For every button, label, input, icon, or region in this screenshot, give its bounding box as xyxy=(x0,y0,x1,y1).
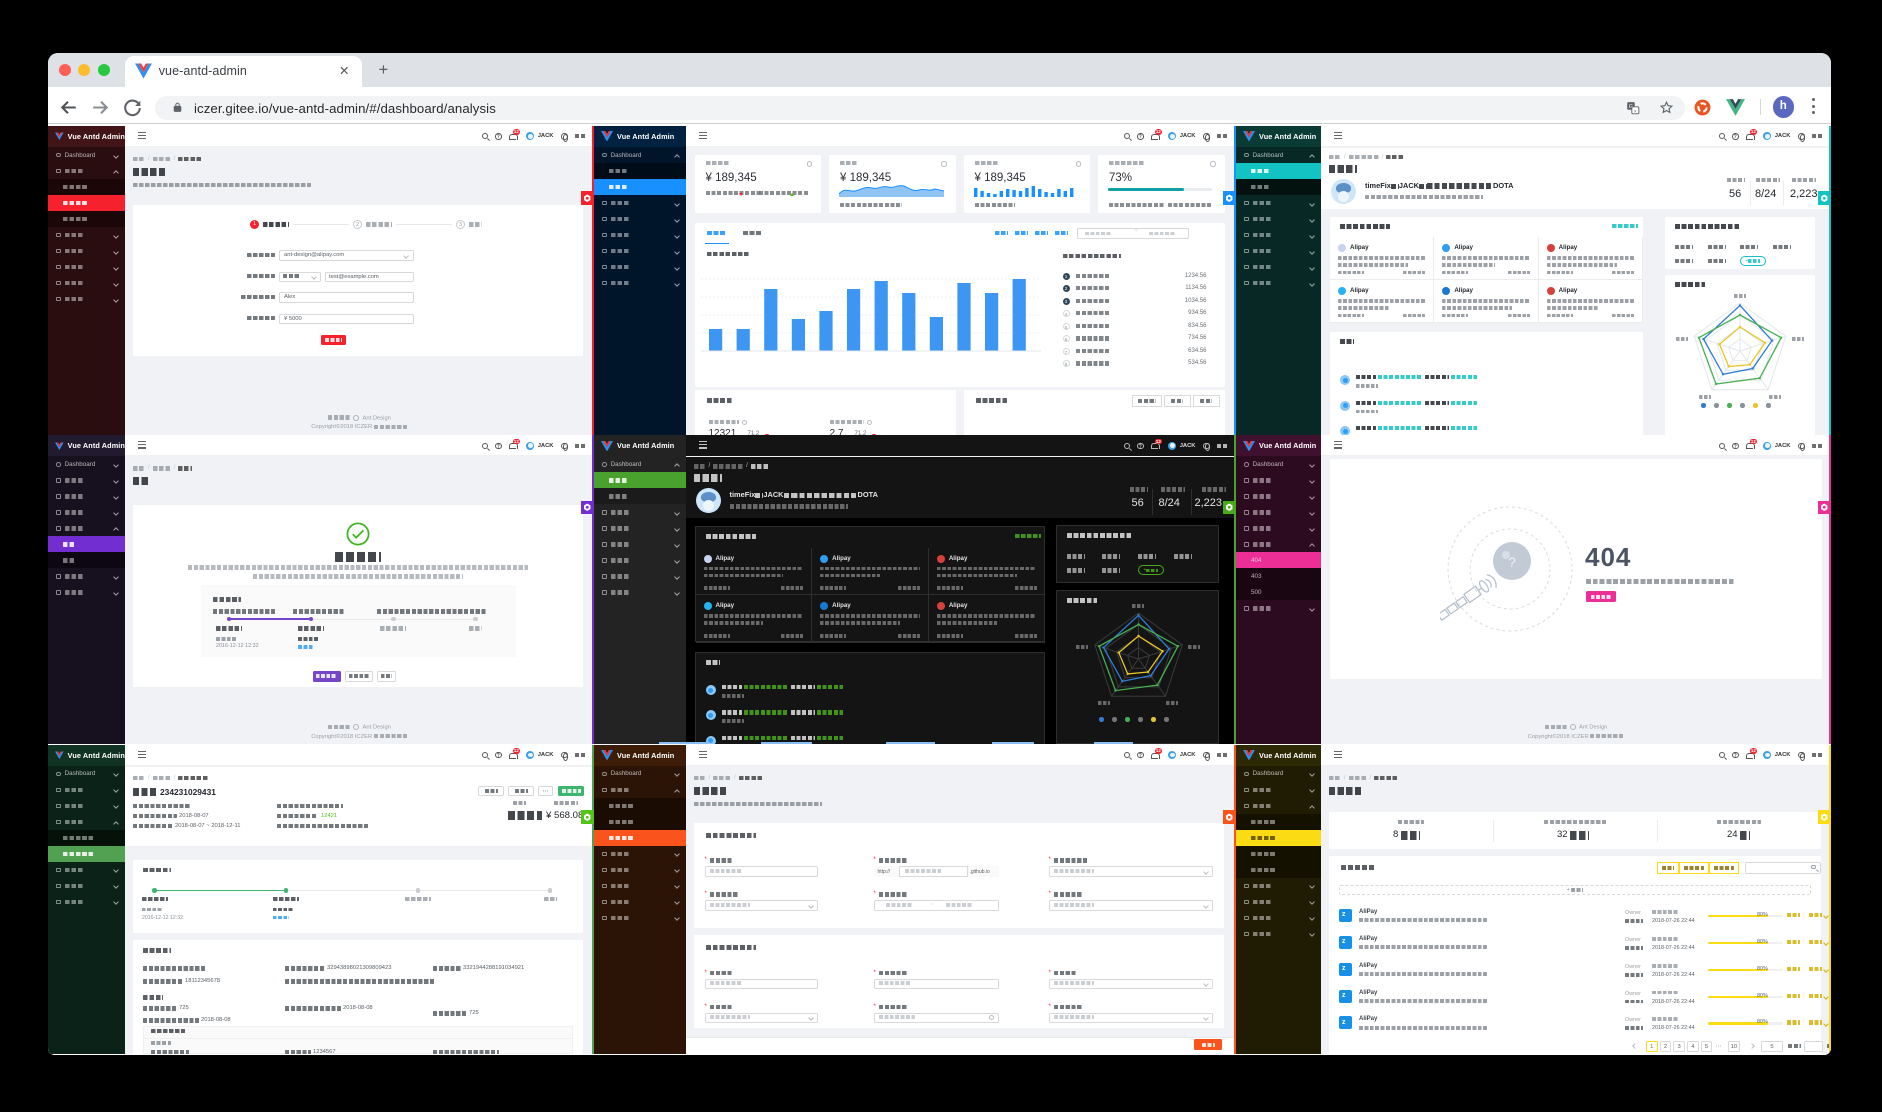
svg-text:x: x xyxy=(1634,108,1637,113)
svg-text:G: G xyxy=(1629,104,1633,110)
svg-text:?: ? xyxy=(1508,554,1516,570)
